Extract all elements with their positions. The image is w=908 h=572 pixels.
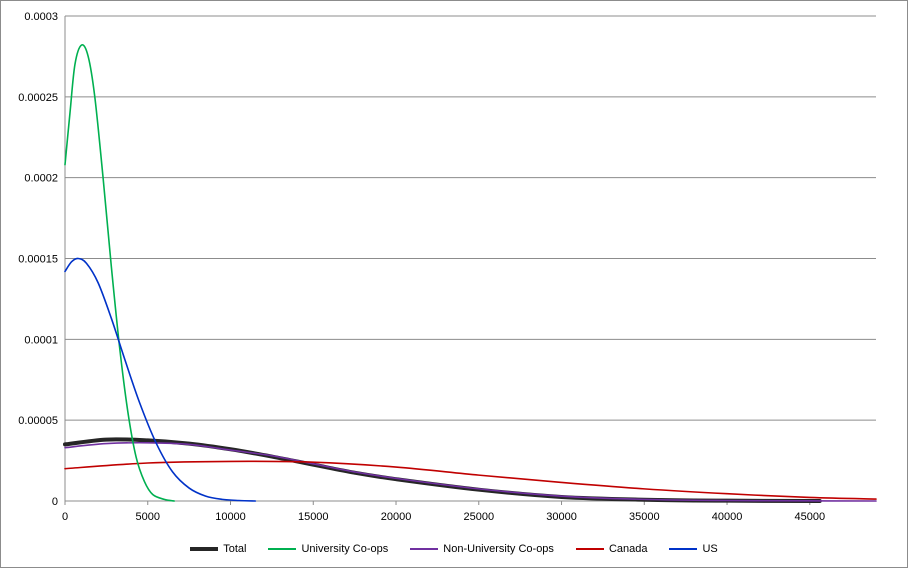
series-line-university-co-ops	[64, 44, 176, 502]
x-tick-label: 30000	[546, 511, 577, 523]
x-tick-label: 0	[62, 511, 68, 523]
y-tick-label: 0.00025	[18, 92, 58, 104]
x-tick-label: 10000	[215, 511, 246, 523]
series-line-total	[63, 437, 822, 503]
x-axis-tick-labels: 0 5000 10000 15000 20000 25000 30000 35000 40000…	[62, 511, 825, 523]
x-tick-label: 15000	[298, 511, 329, 523]
series-line-non-university-co-ops	[64, 441, 877, 502]
legend-label: Total	[223, 543, 247, 555]
gridlines	[65, 15, 876, 421]
x-tick-label: 5000	[136, 511, 160, 523]
series-line-canada	[64, 460, 877, 500]
x-tick-label: 20000	[381, 511, 412, 523]
y-tick-label: 0.0002	[24, 173, 58, 185]
y-tick-label: 0.00015	[18, 254, 58, 266]
legend-swatch	[575, 548, 604, 550]
x-tick-label: 45000	[794, 511, 825, 523]
x-tick-label: 40000	[712, 511, 743, 523]
x-tick-label: 35000	[629, 511, 660, 523]
legend-item-canada: Canada	[575, 543, 648, 555]
legend-label: University Co-ops	[301, 543, 389, 555]
legend-item-total: Total	[190, 543, 246, 555]
legend-item-non-university-co-ops: Non-University Co-ops	[410, 543, 554, 555]
axes	[64, 16, 876, 505]
legend-label: Non-University Co-ops	[443, 543, 554, 555]
x-tick-label: 25000	[463, 511, 494, 523]
legend-swatch	[190, 547, 219, 551]
y-tick-label: 0	[52, 496, 58, 508]
y-tick-label: 0.0003	[24, 11, 58, 23]
legend-swatch	[410, 548, 439, 550]
data-series	[63, 44, 877, 503]
series-line-us	[64, 257, 257, 502]
legend-label: Canada	[608, 543, 648, 555]
legend-label: US	[702, 543, 718, 555]
y-tick-label: 0.0001	[24, 334, 58, 346]
legend-item-university-co-ops: University Co-ops	[268, 543, 388, 555]
legend-swatch	[268, 548, 297, 550]
legend-swatch	[669, 548, 698, 550]
chart-legend: Total University Co-ops Non-University Co-…	[1, 539, 907, 559]
y-axis-tick-labels: 0 0.00005 0.0001 0.00015 0.0002 0.00025 0.0003	[18, 11, 58, 508]
y-tick-label: 0.00005	[18, 415, 58, 427]
legend-item-us: US	[669, 543, 718, 555]
